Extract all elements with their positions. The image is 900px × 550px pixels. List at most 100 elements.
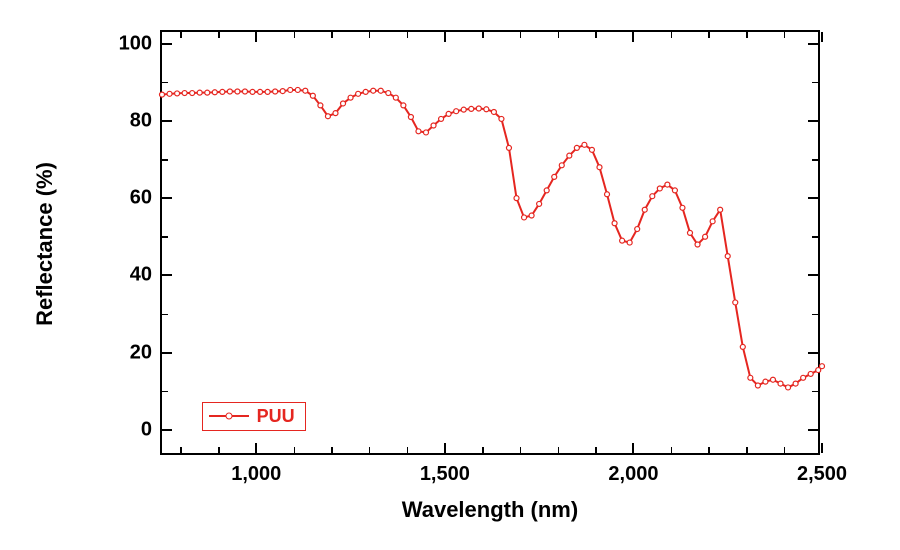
series-marker (491, 109, 496, 114)
series-marker (748, 375, 753, 380)
series-marker (627, 240, 632, 245)
y-tick-major (162, 429, 172, 431)
series-marker (476, 106, 481, 111)
series-marker (567, 153, 572, 158)
series-marker (408, 115, 413, 120)
series-marker (212, 90, 217, 95)
x-tick-minor-top (331, 32, 333, 38)
series-marker (657, 186, 662, 191)
series-marker (288, 87, 293, 92)
series-marker (484, 107, 489, 112)
x-tick-minor (482, 447, 484, 453)
series-marker (786, 385, 791, 390)
y-tick-minor-right (812, 391, 818, 393)
series-marker (820, 364, 825, 369)
series-marker (499, 116, 504, 121)
x-axis-label: Wavelength (nm) (160, 497, 820, 523)
legend-marker-icon (225, 413, 232, 420)
series-marker (559, 163, 564, 168)
series-marker (416, 129, 421, 134)
x-tick-minor-top (708, 32, 710, 38)
x-tick-minor-top (671, 32, 673, 38)
y-tick-minor-right (812, 236, 818, 238)
x-tick-minor-top (784, 32, 786, 38)
x-tick-label: 2,500 (797, 463, 847, 486)
series-marker (378, 88, 383, 93)
x-tick-minor (708, 447, 710, 453)
series-marker (544, 188, 549, 193)
series-marker (250, 89, 255, 94)
y-tick-label: 100 (119, 32, 152, 55)
series-marker (175, 91, 180, 96)
series-marker (635, 227, 640, 232)
series-marker (733, 300, 738, 305)
series-marker (612, 221, 617, 226)
series-marker (755, 383, 760, 388)
series-marker (280, 89, 285, 94)
series-marker (650, 194, 655, 199)
series-marker (672, 188, 677, 193)
series-marker (740, 344, 745, 349)
x-tick-major (821, 443, 823, 453)
x-tick-minor (218, 447, 220, 453)
series-marker (597, 165, 602, 170)
y-tick-major-right (808, 43, 818, 45)
series-marker (310, 93, 315, 98)
x-tick-minor (331, 447, 333, 453)
y-tick-major-right (808, 120, 818, 122)
y-tick-major (162, 43, 172, 45)
y-tick-major-right (808, 274, 818, 276)
series-marker (227, 89, 232, 94)
legend-sample-line (209, 415, 249, 417)
series-marker (725, 254, 730, 259)
y-tick-label: 80 (130, 109, 152, 132)
series-marker (763, 379, 768, 384)
series-marker (160, 92, 165, 97)
series-marker (582, 142, 587, 147)
x-tick-major (444, 443, 446, 453)
series-marker (393, 95, 398, 100)
y-tick-major-right (808, 197, 818, 199)
y-tick-minor (162, 82, 168, 84)
series-marker (265, 89, 270, 94)
y-tick-minor (162, 391, 168, 393)
series-marker (808, 371, 813, 376)
y-tick-major (162, 352, 172, 354)
legend-label: PUU (257, 406, 295, 427)
series-marker (341, 101, 346, 106)
series-marker (514, 196, 519, 201)
series-marker (703, 234, 708, 239)
y-tick-minor-right (812, 159, 818, 161)
series-marker (371, 88, 376, 93)
series-marker (356, 91, 361, 96)
plot-area: PUU 1,0001,5002,0002,500020406080100 (160, 30, 820, 455)
series-marker (695, 242, 700, 247)
x-tick-minor-top (218, 32, 220, 38)
series-marker (303, 88, 308, 93)
x-tick-minor-top (180, 32, 182, 38)
reflectance-chart: PUU 1,0001,5002,0002,500020406080100 Ref… (0, 0, 900, 550)
y-tick-label: 0 (141, 418, 152, 441)
y-tick-minor (162, 236, 168, 238)
x-tick-minor (180, 447, 182, 453)
x-tick-label: 1,500 (420, 463, 470, 486)
series-marker (574, 145, 579, 150)
series-marker (446, 111, 451, 116)
series-marker (718, 207, 723, 212)
x-tick-minor-top (407, 32, 409, 38)
series-marker (318, 103, 323, 108)
series-marker (190, 91, 195, 96)
series-marker (589, 147, 594, 152)
x-tick-minor-top (595, 32, 597, 38)
y-tick-major (162, 120, 172, 122)
x-tick-minor-top (746, 32, 748, 38)
series-marker (439, 116, 444, 121)
series-marker (506, 145, 511, 150)
y-tick-minor-right (812, 314, 818, 316)
series-marker (642, 207, 647, 212)
series-marker (801, 375, 806, 380)
x-tick-minor (294, 447, 296, 453)
series-marker (469, 106, 474, 111)
series-marker (688, 230, 693, 235)
series-marker (680, 205, 685, 210)
